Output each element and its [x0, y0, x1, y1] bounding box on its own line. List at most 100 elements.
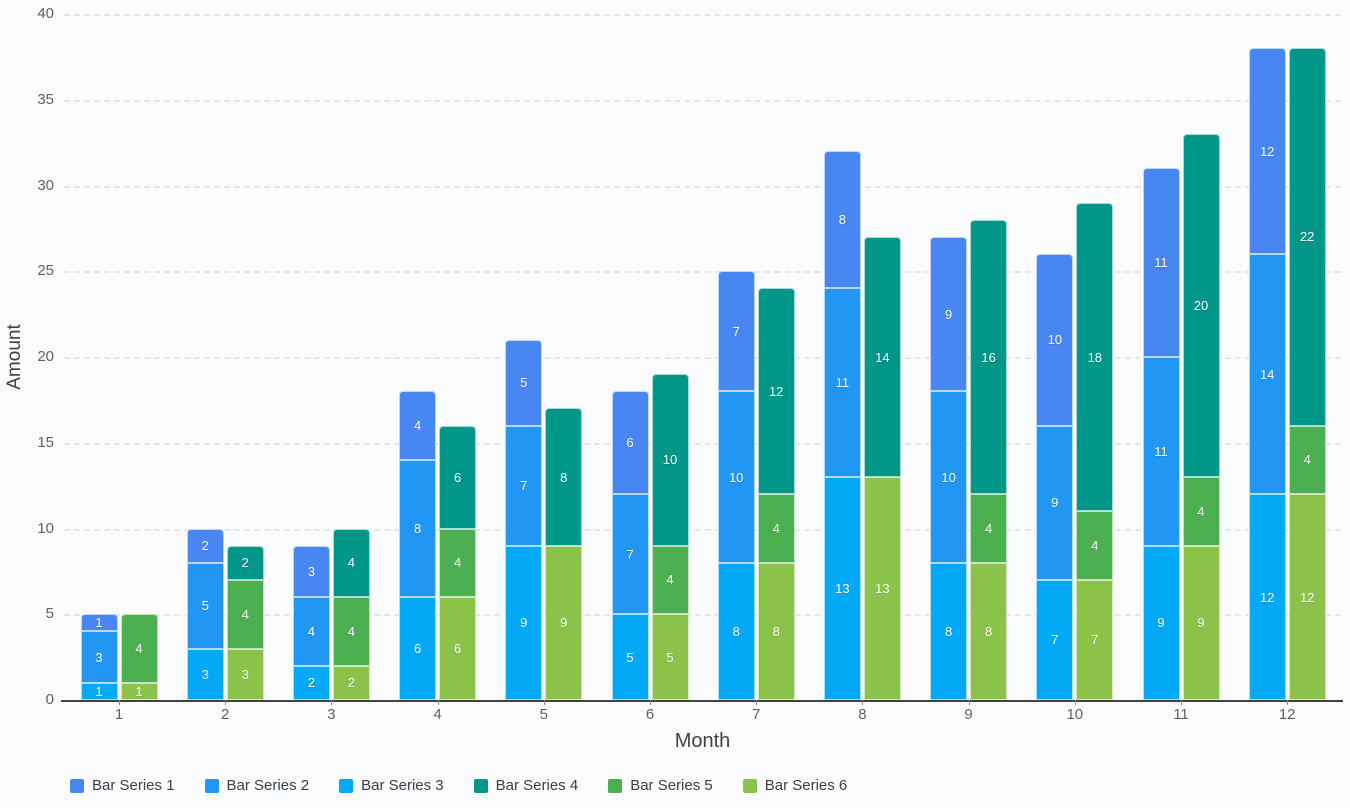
bar-segment[interactable]: 11	[1142, 357, 1180, 546]
bar-segment[interactable]: 20	[1182, 134, 1220, 478]
bar-segment[interactable]: 14	[1248, 254, 1286, 495]
legend-item-series-3[interactable]: Bar Series 3	[339, 777, 444, 794]
bar-segment[interactable]: 5	[505, 339, 543, 426]
bar-segment[interactable]: 2	[292, 665, 330, 700]
x-tick-mark	[1287, 700, 1289, 705]
bar-segment[interactable]: 10	[930, 391, 968, 563]
bar-segment[interactable]: 4	[226, 579, 264, 649]
bar-segment[interactable]: 10	[717, 391, 755, 563]
bar-segment[interactable]: 13	[863, 477, 901, 700]
bar-segment[interactable]: 7	[717, 271, 755, 392]
bar-segment[interactable]: 4	[120, 614, 158, 683]
bar-segment[interactable]: 14	[863, 236, 901, 478]
bar-group-month-6: 6 7 5 10 4 5	[611, 374, 689, 700]
bar-segment[interactable]: 4	[332, 528, 370, 598]
bar-segment[interactable]: 6	[399, 597, 437, 700]
x-tick-label: 7	[752, 706, 761, 723]
bar-segment[interactable]: 7	[1036, 579, 1074, 700]
bar-segment[interactable]: 9	[1142, 545, 1180, 700]
bar-segment[interactable]: 16	[970, 219, 1008, 495]
bar-segment[interactable]: 3	[80, 631, 118, 683]
blue-stack-month-10: 10 9 7	[1036, 254, 1074, 700]
bar-segment[interactable]: 11	[1142, 168, 1180, 358]
bar-segment[interactable]: 9	[1182, 545, 1220, 700]
bar-segment[interactable]: 3	[186, 648, 224, 700]
legend-item-series-2[interactable]: Bar Series 2	[204, 777, 309, 794]
bar-segment[interactable]: 1	[80, 614, 118, 632]
bar-segment[interactable]: 2	[226, 545, 264, 580]
bar-segment[interactable]: 4	[439, 528, 477, 598]
bar-segment[interactable]: 7	[1076, 579, 1114, 700]
bar-segment[interactable]: 3	[292, 545, 330, 598]
bar-segment[interactable]: 1	[120, 682, 158, 700]
legend-label: Bar Series 5	[630, 777, 713, 794]
x-tick-mark	[968, 700, 970, 705]
bar-segment[interactable]: 3	[226, 648, 264, 700]
bar-segment[interactable]: 8	[399, 459, 437, 598]
bar-segment[interactable]: 12	[1248, 494, 1286, 700]
bar-segment[interactable]: 4	[332, 597, 370, 666]
blue-stack-month-7: 7 10 8	[717, 271, 755, 700]
bar-segment[interactable]: 10	[1036, 254, 1074, 426]
bar-segment[interactable]: 22	[1288, 48, 1326, 426]
bar-segment[interactable]: 5	[651, 614, 689, 700]
x-tick-mark	[543, 700, 545, 705]
gridline	[64, 614, 1341, 617]
x-axis-line	[61, 700, 1343, 702]
bar-segment[interactable]: 12	[1288, 494, 1326, 700]
bar-segment[interactable]: 4	[970, 494, 1008, 563]
bar-segment[interactable]: 9	[1036, 425, 1074, 580]
bar-segment[interactable]: 6	[439, 597, 477, 700]
bar-segment[interactable]: 5	[611, 614, 649, 700]
bar-segment[interactable]: 9	[930, 236, 968, 392]
bar-segment[interactable]: 8	[970, 562, 1008, 700]
bar-segment[interactable]: 4	[1076, 511, 1114, 580]
bar-segment[interactable]: 7	[611, 494, 649, 615]
green-stack-month-10: 18 4 7	[1076, 202, 1114, 700]
bar-segment[interactable]: 12	[1248, 48, 1286, 255]
legend-item-series-5[interactable]: Bar Series 5	[608, 777, 713, 794]
bar-segment[interactable]: 9	[545, 545, 583, 700]
legend-swatch-icon	[473, 778, 488, 793]
bar-segment[interactable]: 4	[1288, 425, 1326, 495]
bar-segment[interactable]: 9	[505, 545, 543, 700]
bar-segment[interactable]: 8	[545, 408, 583, 546]
bar-segment[interactable]: 13	[823, 477, 861, 700]
legend-item-series-4[interactable]: Bar Series 4	[473, 777, 578, 794]
bar-segment[interactable]: 4	[292, 597, 330, 666]
bar-segment[interactable]: 4	[399, 391, 437, 460]
bar-segment[interactable]: 8	[717, 562, 755, 700]
bar-segment[interactable]: 18	[1076, 202, 1114, 512]
bar-segment[interactable]: 11	[823, 288, 861, 478]
bar-segment[interactable]: 7	[505, 425, 543, 546]
bar-group-month-9: 9 10 8 16 4 8	[930, 219, 1008, 700]
gridline	[64, 442, 1341, 445]
bar-segment[interactable]: 8	[823, 151, 861, 289]
legend-item-series-1[interactable]: Bar Series 1	[70, 777, 175, 794]
bar-segment[interactable]: 4	[651, 545, 689, 615]
legend-label: Bar Series 1	[92, 777, 175, 794]
bar-segment[interactable]: 4	[1182, 477, 1220, 546]
green-stack-month-12: 22 4 12	[1288, 48, 1326, 700]
bar-segment[interactable]: 5	[186, 562, 224, 649]
bar-segment[interactable]: 1	[80, 682, 118, 700]
legend-item-series-6[interactable]: Bar Series 6	[742, 777, 847, 794]
bar-segment[interactable]: 12	[757, 288, 795, 495]
y-tick-label: 5	[45, 605, 54, 623]
bar-segment[interactable]: 10	[651, 374, 689, 546]
bar-segment[interactable]: 8	[757, 562, 795, 700]
x-axis-title: Month	[674, 730, 731, 752]
bar-segment[interactable]: 8	[930, 562, 968, 700]
bar-segment[interactable]: 2	[186, 528, 224, 563]
y-tick-label: 25	[37, 262, 54, 280]
x-tick-label: 9	[964, 706, 973, 723]
bar-segment[interactable]: 2	[332, 665, 370, 700]
legend-swatch-icon	[70, 778, 84, 793]
bar-segment[interactable]: 4	[757, 494, 795, 563]
gridline	[64, 528, 1341, 531]
bar-segment[interactable]: 6	[439, 425, 477, 529]
bar-segment[interactable]: 6	[611, 391, 649, 495]
